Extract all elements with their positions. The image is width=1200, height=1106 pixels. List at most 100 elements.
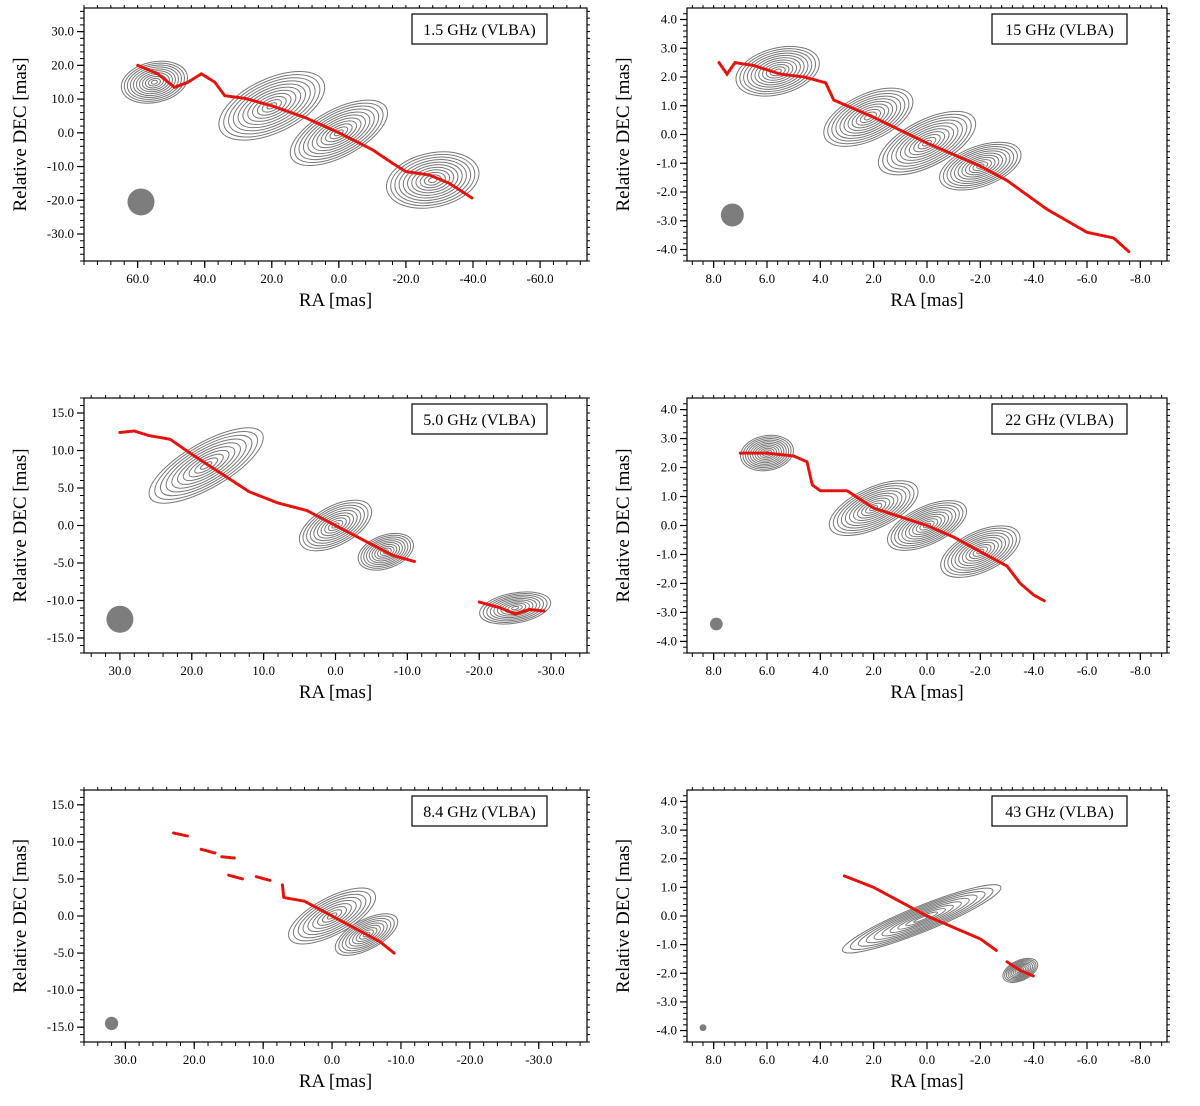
contour <box>758 59 798 84</box>
contour <box>769 66 786 77</box>
contour <box>908 513 946 538</box>
contour <box>853 495 895 522</box>
ridge-line <box>842 874 998 952</box>
contour <box>747 439 787 467</box>
contour <box>129 66 179 98</box>
x-tick-label: -2.0 <box>970 1052 991 1067</box>
contour <box>873 897 970 940</box>
x-tick-label: -20.0 <box>392 271 419 286</box>
contour <box>341 917 392 952</box>
x-tick-label: -10.0 <box>394 663 421 678</box>
y-tick-label: 0.0 <box>661 518 677 533</box>
y-tick-label: 10.0 <box>51 91 74 106</box>
contour <box>912 515 942 536</box>
y-tick-label: 3.0 <box>661 822 677 837</box>
y-tick-label: 1.0 <box>661 489 677 504</box>
x-tick-label: -40.0 <box>459 271 486 286</box>
contour <box>889 904 954 934</box>
contour <box>126 64 182 100</box>
contour <box>961 154 1000 178</box>
x-tick-label: -2.0 <box>970 271 991 286</box>
panel-6: 8.0 6.0 4.0 2.0 0.0 -2.0 -4.0 -6.0 -8.0 4.0 3.0 2.0… <box>613 787 1170 1092</box>
y-tick-label: 1.0 <box>661 879 677 894</box>
contour <box>843 100 894 134</box>
frequency-label: 22 GHz (VLBA) <box>1005 412 1113 429</box>
x-tick-label: 0.0 <box>327 663 343 678</box>
contour <box>398 159 467 202</box>
contour <box>302 108 375 158</box>
contour <box>327 519 344 532</box>
ridge-line <box>220 855 238 860</box>
x-tick-label: 6.0 <box>759 663 775 678</box>
frequency-label-box <box>411 403 548 435</box>
frequency-label: 5.0 GHz (VLBA) <box>423 412 535 429</box>
x-tick-label: 10.0 <box>252 1052 275 1067</box>
x-tick-label: -8.0 <box>1130 271 1151 286</box>
x-axis-label: RA [mas] <box>299 290 372 311</box>
ridge-line <box>199 847 217 855</box>
contour <box>363 536 409 567</box>
contour <box>752 442 782 464</box>
contour <box>165 438 247 493</box>
y-tick-label: 5.0 <box>58 871 74 886</box>
contour <box>861 500 887 517</box>
contour <box>479 591 552 625</box>
contour <box>141 74 167 91</box>
contour <box>360 534 412 569</box>
contour <box>882 113 972 173</box>
x-tick-label: 0.0 <box>919 1052 935 1067</box>
y-tick-label: -4.0 <box>656 1023 677 1038</box>
contour <box>511 605 520 611</box>
x-tick-label: 4.0 <box>812 1052 828 1067</box>
contour <box>325 123 353 143</box>
contour <box>150 79 158 85</box>
beam <box>709 617 723 631</box>
plot-area <box>120 60 480 216</box>
contour <box>261 99 282 113</box>
y-tick-label: -2.0 <box>656 184 677 199</box>
contour <box>947 530 1014 574</box>
ridge-line <box>118 429 416 563</box>
contour <box>972 546 989 557</box>
contour <box>159 434 253 497</box>
contour <box>385 151 480 209</box>
contour <box>913 133 941 153</box>
y-tick-label: 0.0 <box>58 908 74 923</box>
x-tick-label: -10.0 <box>387 1052 414 1067</box>
x-tick-label: 0.0 <box>919 271 935 286</box>
y-tick-label: -2.0 <box>656 575 677 590</box>
contour <box>762 61 794 81</box>
frequency-label-box <box>991 13 1128 45</box>
x-tick-label: -20.0 <box>466 663 493 678</box>
contour <box>886 116 968 170</box>
contour <box>252 92 292 119</box>
contour <box>836 485 911 532</box>
panel-3: 30.0 20.0 10.0 0.0 -10.0 -20.0 -30.0 15.0 10.0 5.… <box>10 395 590 703</box>
contour <box>743 50 813 93</box>
contour <box>1009 962 1032 979</box>
y-tick-label: 5.0 <box>58 480 74 495</box>
contour <box>744 438 790 469</box>
x-axis-label: RA [mas] <box>890 1071 963 1092</box>
ridge-line <box>172 831 189 838</box>
contour <box>847 103 890 131</box>
contour <box>292 890 372 942</box>
contour <box>247 89 297 122</box>
ridge-line <box>1005 960 1036 978</box>
contour <box>742 436 792 470</box>
contour <box>148 427 264 504</box>
contour <box>218 70 326 141</box>
contour <box>317 906 348 926</box>
contour <box>823 87 914 147</box>
contour <box>493 597 537 619</box>
contour <box>256 95 287 116</box>
x-tick-label: -30.0 <box>525 1052 552 1067</box>
contour <box>390 153 476 207</box>
ridge-line <box>477 600 546 616</box>
y-axis-label: Relative DEC [mas] <box>10 839 31 993</box>
contour <box>957 152 1004 180</box>
frequency-label: 15 GHz (VLBA) <box>1005 22 1113 39</box>
contour <box>394 156 472 204</box>
contour <box>132 68 176 97</box>
beam <box>699 1024 707 1032</box>
